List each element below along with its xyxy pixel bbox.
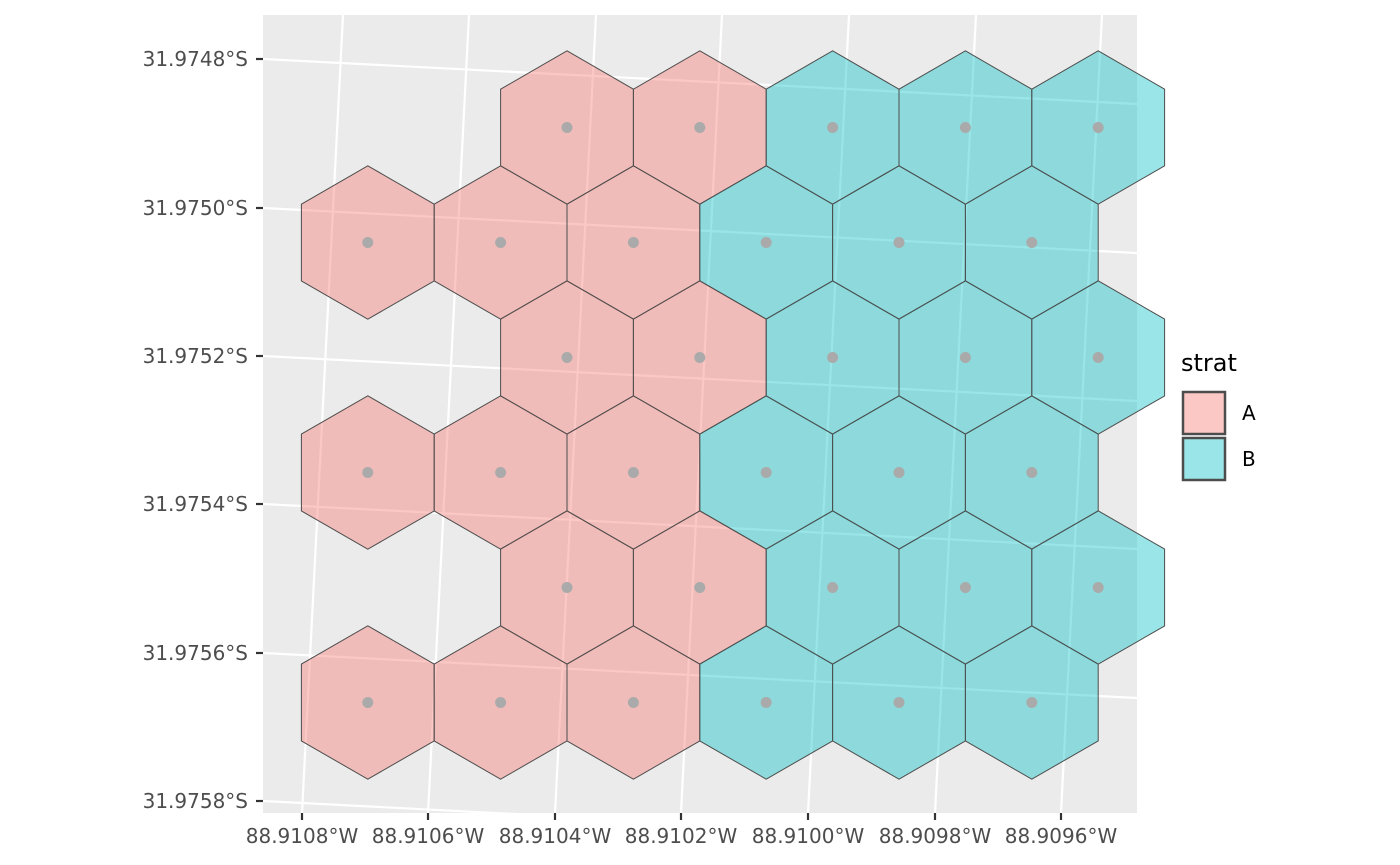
- centroid-point: [495, 467, 507, 478]
- centroid-point: [959, 582, 971, 593]
- centroid-point: [694, 122, 706, 133]
- centroid-point: [362, 237, 374, 248]
- graticule-longitude-line: [553, 15, 598, 813]
- legend: strat AB: [1181, 349, 1256, 482]
- centroid-points: [362, 122, 1104, 708]
- legend-label-B: B: [1242, 447, 1256, 471]
- graticule-longitude-line: [933, 15, 978, 813]
- centroid-point: [627, 467, 639, 478]
- x-tick-label: 88.9106°W: [372, 824, 485, 848]
- x-tick-label: 88.9104°W: [499, 824, 612, 848]
- x-axis: 88.9108°W 88.9106°W 88.9104°W 88.9102°W 88.9…: [246, 813, 1118, 848]
- x-tick-label: 88.9108°W: [246, 824, 359, 848]
- legend-key-A: [1181, 390, 1227, 436]
- y-tick-label: 31.9754°S: [143, 492, 248, 516]
- centroid-point: [362, 697, 374, 708]
- legend-label-A: A: [1242, 401, 1256, 425]
- centroid-point: [561, 582, 573, 593]
- centroid-point: [1092, 122, 1104, 133]
- centroid-point: [1026, 237, 1038, 248]
- y-axis: 31.9748°S 31.9750°S 31.9752°S 31.9754°S 31.9…: [143, 47, 263, 813]
- graticule-latitude-line: [263, 799, 518, 813]
- x-tick-label: 88.9102°W: [625, 824, 738, 848]
- centroid-point: [627, 237, 639, 248]
- graticule-longitude-line: [679, 15, 724, 813]
- y-tick-label: 31.9752°S: [143, 344, 248, 368]
- centroid-point: [561, 352, 573, 363]
- legend-title: strat: [1181, 349, 1237, 377]
- centroid-point: [1092, 352, 1104, 363]
- graticule-latitude-line: [263, 354, 1137, 403]
- y-tick-label: 31.9748°S: [143, 47, 248, 71]
- centroid-point: [362, 467, 374, 478]
- x-tick-label: 88.9098°W: [879, 824, 992, 848]
- y-tick-label: 31.9758°S: [143, 789, 248, 813]
- graticule-longitude-line: [426, 15, 471, 813]
- graticule-latitude-line: [263, 57, 1137, 106]
- centroid-point: [627, 697, 639, 708]
- x-tick-label: 88.9096°W: [1005, 824, 1118, 848]
- x-tick-label: 88.9100°W: [752, 824, 865, 848]
- graticule-longitude-line: [806, 15, 851, 813]
- graticule-longitude-line: [1059, 15, 1104, 813]
- centroid-point: [893, 467, 905, 478]
- centroid-point: [694, 582, 706, 593]
- centroid-point: [760, 467, 772, 478]
- centroid-point: [1026, 697, 1038, 708]
- y-tick-label: 31.9750°S: [143, 196, 248, 220]
- centroid-point: [760, 697, 772, 708]
- graticule-longitude-line: [300, 15, 345, 813]
- centroid-point: [893, 237, 905, 248]
- centroid-point: [827, 582, 839, 593]
- y-tick-label: 31.9756°S: [143, 641, 248, 665]
- centroid-point: [1092, 582, 1104, 593]
- centroid-point: [760, 237, 772, 248]
- centroid-point: [1026, 467, 1038, 478]
- centroid-point: [495, 237, 507, 248]
- centroid-point: [495, 697, 507, 708]
- centroid-point: [827, 352, 839, 363]
- centroid-point: [959, 352, 971, 363]
- graticule-latitude-line: [263, 502, 1137, 551]
- centroid-point: [827, 122, 839, 133]
- centroid-point: [694, 352, 706, 363]
- centroid-point: [959, 122, 971, 133]
- centroid-point: [893, 697, 905, 708]
- centroid-point: [561, 122, 573, 133]
- legend-key-B: [1181, 436, 1227, 482]
